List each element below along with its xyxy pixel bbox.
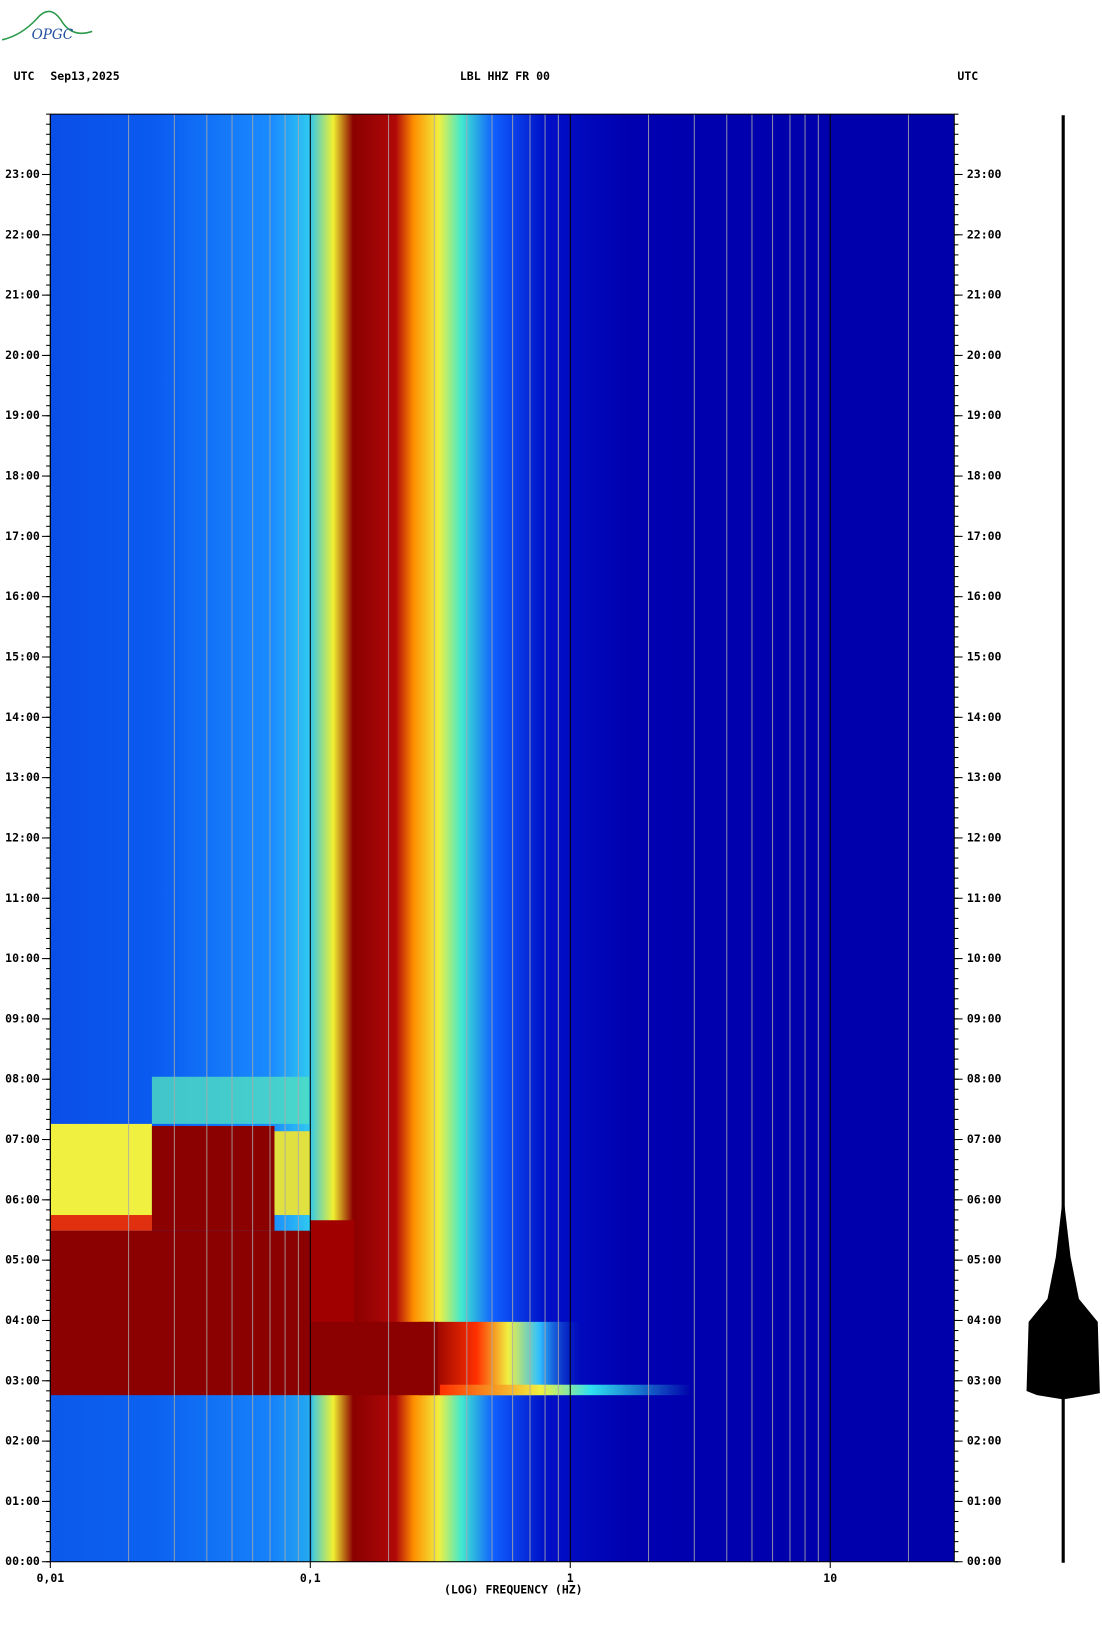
y-tick-label-right: 03:00 bbox=[967, 1373, 1002, 1387]
y-tick-label-right: 18:00 bbox=[967, 469, 1002, 483]
y-tick-label-right: 07:00 bbox=[967, 1132, 1002, 1146]
y-tick-label: 03:00 bbox=[5, 1373, 40, 1387]
logo-text: OPGC bbox=[32, 27, 74, 43]
y-tick-label: 06:00 bbox=[5, 1192, 40, 1206]
y-tick-label-right: 00:00 bbox=[967, 1554, 1002, 1568]
y-tick-label-right: 13:00 bbox=[967, 770, 1002, 784]
y-tick-label: 09:00 bbox=[5, 1011, 40, 1025]
y-tick-label-right: 08:00 bbox=[967, 1072, 1002, 1086]
x-tick-label: 0,1 bbox=[300, 1571, 321, 1585]
y-tick-label: 21:00 bbox=[5, 288, 40, 302]
y-tick-label: 10:00 bbox=[5, 951, 40, 965]
y-tick-label: 17:00 bbox=[5, 529, 40, 543]
y-tick-label: 23:00 bbox=[5, 167, 40, 181]
y-tick-label-right: 05:00 bbox=[967, 1253, 1002, 1267]
y-tick-label-right: 23:00 bbox=[967, 167, 1002, 181]
y-tick-label-right: 22:00 bbox=[967, 227, 1002, 241]
y-tick-label: 14:00 bbox=[5, 710, 40, 724]
event-band bbox=[50, 1321, 438, 1396]
spectrum-band bbox=[50, 1215, 152, 1231]
spectrum-band bbox=[310, 1220, 355, 1326]
event-band bbox=[419, 1321, 587, 1396]
y-tick-label-right: 15:00 bbox=[967, 650, 1002, 664]
spectrogram bbox=[50, 114, 955, 1562]
y-tick-label: 07:00 bbox=[5, 1132, 40, 1146]
x-tick-label: 0,01 bbox=[36, 1571, 64, 1585]
logo: OPGC bbox=[1, 10, 93, 43]
y-tick-label: 12:00 bbox=[5, 830, 40, 844]
chart-title: LBL HHZ FR 00 bbox=[460, 69, 550, 83]
spectrum-band bbox=[151, 1125, 275, 1231]
trace-event bbox=[1026, 1194, 1100, 1400]
event-tail bbox=[439, 1384, 692, 1396]
y-tick-label-right: 12:00 bbox=[967, 830, 1002, 844]
y-tick-label-right: 16:00 bbox=[967, 589, 1002, 603]
y-tick-label: 01:00 bbox=[5, 1494, 40, 1508]
y-tick-label: 00:00 bbox=[5, 1554, 40, 1568]
y-tick-label: 15:00 bbox=[5, 650, 40, 664]
y-tick-label: 20:00 bbox=[5, 348, 40, 362]
x-tick-label: 1 bbox=[567, 1571, 574, 1585]
spectrum-band bbox=[50, 1123, 152, 1231]
y-tick-label-right: 10:00 bbox=[967, 951, 1002, 965]
y-tick-label-right: 14:00 bbox=[967, 710, 1002, 724]
spectrum-band bbox=[50, 1230, 313, 1326]
y-tick-label-right: 20:00 bbox=[967, 348, 1002, 362]
y-tick-label-right: 02:00 bbox=[967, 1434, 1002, 1448]
y-tick-label-right: 01:00 bbox=[967, 1494, 1002, 1508]
header-right: UTC bbox=[957, 69, 978, 83]
x-axis-label: (LOG) FREQUENCY (HZ) bbox=[444, 1583, 583, 1597]
y-tick-label-right: 19:00 bbox=[967, 408, 1002, 422]
y-tick-label: 13:00 bbox=[5, 770, 40, 784]
spectrum-band bbox=[274, 1131, 311, 1216]
y-tick-label-right: 09:00 bbox=[967, 1011, 1002, 1025]
date: Sep13,2025 bbox=[50, 69, 119, 83]
y-tick-label: 22:00 bbox=[5, 227, 40, 241]
y-tick-label: 11:00 bbox=[5, 891, 40, 905]
y-tick-label-right: 11:00 bbox=[967, 891, 1002, 905]
y-tick-label-right: 06:00 bbox=[967, 1192, 1002, 1206]
spectrum-band bbox=[151, 1076, 310, 1124]
spectrum-band bbox=[50, 1395, 313, 1562]
y-tick-label: 04:00 bbox=[5, 1313, 40, 1327]
y-tick-label-right: 04:00 bbox=[967, 1313, 1002, 1327]
seismogram bbox=[1026, 115, 1100, 1563]
y-tick-label: 19:00 bbox=[5, 408, 40, 422]
grid bbox=[49, 114, 910, 1562]
x-tick-label: 10 bbox=[823, 1571, 837, 1585]
y-tick-label: 05:00 bbox=[5, 1253, 40, 1267]
y-tick-label: 16:00 bbox=[5, 589, 40, 603]
y-tick-label-right: 21:00 bbox=[967, 288, 1002, 302]
y-tick-label-right: 17:00 bbox=[967, 529, 1002, 543]
y-tick-label: 02:00 bbox=[5, 1434, 40, 1448]
header-left: UTC bbox=[14, 69, 35, 83]
y-tick-label: 08:00 bbox=[5, 1072, 40, 1086]
logo-curve bbox=[1, 10, 93, 41]
y-tick-label: 18:00 bbox=[5, 469, 40, 483]
